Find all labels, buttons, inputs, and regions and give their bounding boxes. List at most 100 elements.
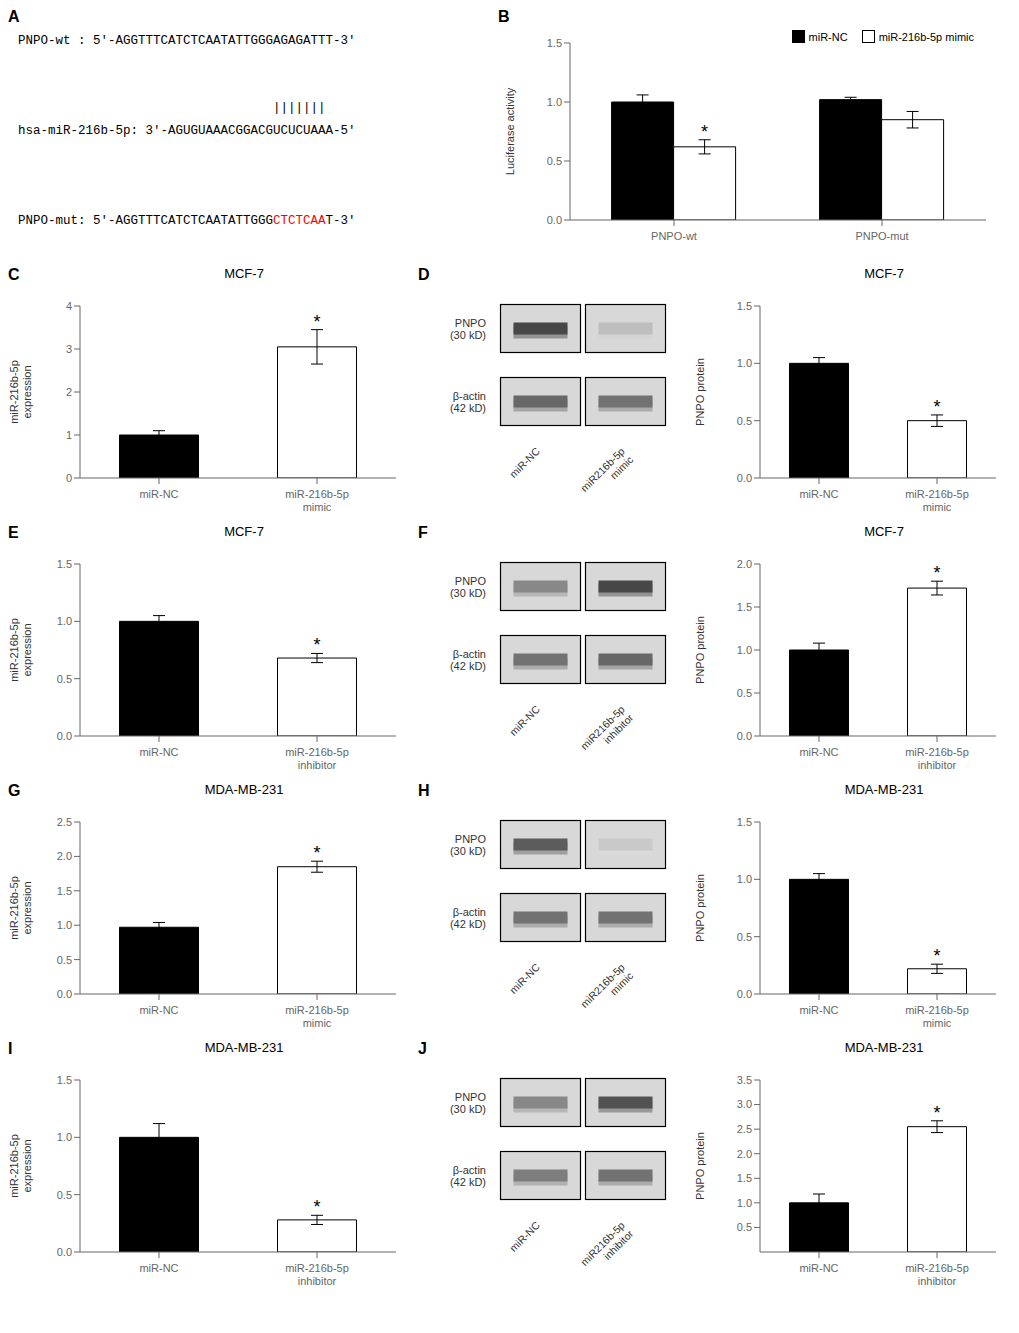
svg-text:4: 4 bbox=[66, 300, 72, 312]
svg-text:0.0: 0.0 bbox=[737, 472, 752, 484]
svg-text:0.0: 0.0 bbox=[57, 1246, 72, 1258]
svg-text:0.5: 0.5 bbox=[737, 687, 752, 699]
html-text:MCF-7: MCF-7 bbox=[864, 266, 904, 281]
svg-text:PNPO protein: PNPO protein bbox=[694, 616, 706, 684]
svg-text:0.0: 0.0 bbox=[57, 730, 72, 742]
svg-text:0.0: 0.0 bbox=[57, 988, 72, 1000]
svg-text:0.5: 0.5 bbox=[737, 931, 752, 943]
svg-text:0.5: 0.5 bbox=[547, 155, 562, 167]
svg-text:0.5: 0.5 bbox=[737, 1221, 752, 1233]
svg-text:1.5: 1.5 bbox=[547, 37, 562, 49]
svg-text:1.0: 1.0 bbox=[737, 1197, 752, 1209]
svg-text:miR-NC: miR-NC bbox=[507, 445, 542, 480]
svg-text:0.5: 0.5 bbox=[57, 673, 72, 685]
svg-text:miR-NC: miR-NC bbox=[139, 1262, 178, 1274]
svg-text:0.0: 0.0 bbox=[547, 214, 562, 226]
svg-text:β-actin(42 kD): β-actin(42 kD) bbox=[450, 906, 486, 930]
svg-text:miR-NC: miR-NC bbox=[507, 961, 542, 996]
svg-text:1.5: 1.5 bbox=[737, 816, 752, 828]
svg-text:PNPO-mut: PNPO-mut bbox=[855, 230, 908, 242]
svg-text:miR-NC: miR-NC bbox=[799, 1004, 838, 1016]
svg-text:PNPO protein: PNPO protein bbox=[694, 874, 706, 942]
svg-text:3: 3 bbox=[66, 343, 72, 355]
html-text:hsa-miR-216b-5p: 3′-AGUGUAAACG: hsa-miR-216b-5p: 3′-AGUGUAAACGGACGUCUCUA… bbox=[18, 124, 356, 139]
svg-text:1.5: 1.5 bbox=[737, 300, 752, 312]
svg-text:*: * bbox=[933, 563, 940, 583]
svg-text:miR-216b-5pexpression: miR-216b-5pexpression bbox=[8, 618, 33, 682]
svg-text:*: * bbox=[313, 843, 320, 863]
svg-text:miR-216b-5pinhibitor: miR-216b-5pinhibitor bbox=[285, 1262, 349, 1287]
html-text:PNPO-wt : 5′-AGGTTTCATCTCAATAT: PNPO-wt : 5′-AGGTTTCATCTCAATATTGGGAGAGAT… bbox=[18, 33, 356, 48]
svg-text:miR-216b-5pexpression: miR-216b-5pexpression bbox=[8, 360, 33, 424]
svg-text:miR-NC: miR-NC bbox=[799, 1262, 838, 1274]
svg-text:*: * bbox=[313, 635, 320, 655]
svg-text:miR216b-5pinhibitor: miR216b-5pinhibitor bbox=[578, 1219, 636, 1277]
svg-text:miR216b-5pinhibitor: miR216b-5pinhibitor bbox=[578, 703, 636, 761]
svg-text:miR-216b-5pexpression: miR-216b-5pexpression bbox=[8, 876, 33, 940]
svg-text:0: 0 bbox=[66, 472, 72, 484]
svg-text:miR-216b-5pexpression: miR-216b-5pexpression bbox=[8, 1134, 33, 1198]
svg-text:0.5: 0.5 bbox=[737, 415, 752, 427]
svg-text:β-actin(42 kD): β-actin(42 kD) bbox=[450, 390, 486, 414]
svg-text:2.0: 2.0 bbox=[737, 558, 752, 570]
svg-text:2.0: 2.0 bbox=[737, 1148, 752, 1160]
svg-text:miR-216b-5pinhibitor: miR-216b-5pinhibitor bbox=[905, 1262, 969, 1287]
svg-text:1.0: 1.0 bbox=[737, 873, 752, 885]
svg-text:miR-NC: miR-NC bbox=[799, 746, 838, 758]
svg-text:miR-NC: miR-NC bbox=[507, 703, 542, 738]
svg-text:1.5: 1.5 bbox=[57, 1074, 72, 1086]
svg-text:miR-216b-5pinhibitor: miR-216b-5pinhibitor bbox=[905, 746, 969, 771]
svg-text:3.5: 3.5 bbox=[737, 1074, 752, 1086]
svg-text:0.0: 0.0 bbox=[737, 988, 752, 1000]
svg-text:PNPO-wt: PNPO-wt bbox=[651, 230, 697, 242]
svg-text:miR216b-5pmimic: miR216b-5pmimic bbox=[578, 445, 636, 503]
svg-text:PNPO(30 kD): PNPO(30 kD) bbox=[450, 317, 486, 341]
svg-text:0.0: 0.0 bbox=[737, 730, 752, 742]
svg-text:0.5: 0.5 bbox=[57, 954, 72, 966]
svg-text:miR-NC: miR-NC bbox=[139, 746, 178, 758]
svg-text:miR-216b-5pmimic: miR-216b-5pmimic bbox=[905, 1004, 969, 1029]
svg-text:2.5: 2.5 bbox=[57, 816, 72, 828]
svg-text:1.0: 1.0 bbox=[57, 919, 72, 931]
svg-text:0.5: 0.5 bbox=[57, 1189, 72, 1201]
svg-text:*: * bbox=[933, 946, 940, 966]
svg-text:3.0: 3.0 bbox=[737, 1098, 752, 1110]
svg-text:1.5: 1.5 bbox=[737, 601, 752, 613]
svg-text:1: 1 bbox=[66, 429, 72, 441]
svg-text:*: * bbox=[933, 397, 940, 417]
svg-text:1.5: 1.5 bbox=[57, 885, 72, 897]
svg-text:1.0: 1.0 bbox=[57, 1131, 72, 1143]
svg-text:Luciferase activity: Luciferase activity bbox=[504, 87, 516, 175]
svg-text:*: * bbox=[313, 312, 320, 332]
svg-text:miR-216b-5pmimic: miR-216b-5pmimic bbox=[285, 488, 349, 513]
svg-text:miR-NC: miR-NC bbox=[139, 1004, 178, 1016]
svg-text:2.0: 2.0 bbox=[57, 850, 72, 862]
html-text:PNPO-mut: 5′-AGGTTTCATCTCAATAT: PNPO-mut: 5′-AGGTTTCATCTCAATATTGGG CTCTC… bbox=[18, 214, 356, 229]
svg-text:PNPO protein: PNPO protein bbox=[694, 358, 706, 426]
svg-text:miR-NC: miR-NC bbox=[799, 488, 838, 500]
svg-text:β-actin(42 kD): β-actin(42 kD) bbox=[450, 648, 486, 672]
svg-text:*: * bbox=[933, 1103, 940, 1123]
svg-text:miR-NC: miR-NC bbox=[139, 488, 178, 500]
svg-text:2: 2 bbox=[66, 386, 72, 398]
svg-text:miR-NC: miR-NC bbox=[507, 1219, 542, 1254]
svg-text:1.0: 1.0 bbox=[737, 644, 752, 656]
svg-text:1.0: 1.0 bbox=[547, 96, 562, 108]
svg-text:2.5: 2.5 bbox=[737, 1123, 752, 1135]
svg-text:PNPO(30 kD): PNPO(30 kD) bbox=[450, 1091, 486, 1115]
svg-text:miR-216b-5pmimic: miR-216b-5pmimic bbox=[285, 1004, 349, 1029]
svg-text:PNPO(30 kD): PNPO(30 kD) bbox=[450, 833, 486, 857]
svg-text:miR-216b-5pinhibitor: miR-216b-5pinhibitor bbox=[285, 746, 349, 771]
svg-text:1.0: 1.0 bbox=[57, 615, 72, 627]
svg-text:miR216b-5pmimic: miR216b-5pmimic bbox=[578, 961, 636, 1019]
svg-text:β-actin(42 kD): β-actin(42 kD) bbox=[450, 1164, 486, 1188]
svg-text:miR-216b-5pmimic: miR-216b-5pmimic bbox=[905, 488, 969, 513]
html-text:MCF-7: MCF-7 bbox=[224, 266, 264, 281]
svg-text:PNPO protein: PNPO protein bbox=[694, 1132, 706, 1200]
svg-text:1.0: 1.0 bbox=[737, 357, 752, 369]
svg-text:PNPO(30 kD): PNPO(30 kD) bbox=[450, 575, 486, 599]
svg-text:*: * bbox=[701, 122, 708, 142]
svg-text:*: * bbox=[313, 1197, 320, 1217]
svg-text:1.5: 1.5 bbox=[737, 1172, 752, 1184]
svg-text:1.5: 1.5 bbox=[57, 558, 72, 570]
